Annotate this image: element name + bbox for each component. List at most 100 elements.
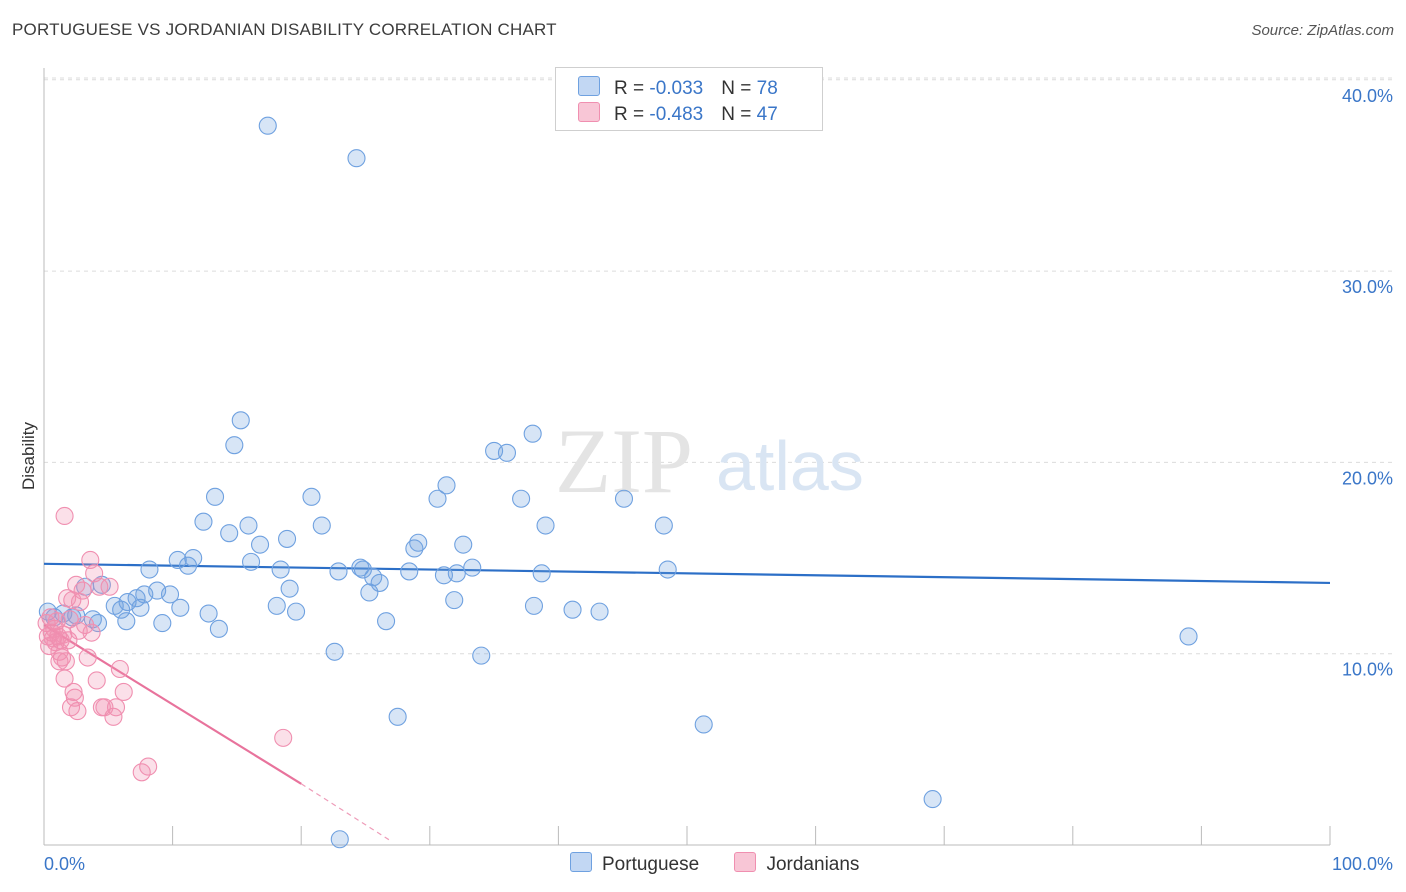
- portuguese-swatch: [570, 852, 592, 872]
- legend-item-jordanians: Jordanians: [734, 852, 859, 876]
- jordanians-point-29: [78, 648, 97, 667]
- portuguese-point-69: [532, 564, 551, 583]
- jordanians-swatch: [734, 852, 757, 872]
- portuguese-point-62: [463, 558, 482, 577]
- jordanians-point-32: [85, 564, 104, 583]
- jordanians-point-45: [274, 728, 293, 747]
- jordanians-point-26: [70, 592, 90, 612]
- portuguese-point-56: [428, 489, 447, 508]
- portuguese-point-37: [278, 529, 297, 548]
- portuguese-point-63: [472, 646, 491, 665]
- portuguese-point-47: [353, 560, 372, 579]
- jordanians-point-27: [73, 581, 92, 600]
- portuguese-point-76: [694, 715, 713, 734]
- y-tick-label-1: 20.0%: [1342, 468, 1393, 488]
- portuguese-trend-line: [43, 562, 1331, 585]
- jordanians-trend-extension: [300, 783, 392, 842]
- portuguese-point-29: [225, 436, 244, 455]
- data-points: [37, 116, 1198, 849]
- portuguese-point-72: [590, 602, 609, 621]
- portuguese-point-51: [377, 612, 396, 631]
- x-tick-label-1: 100.0%: [1332, 854, 1393, 874]
- portuguese-point-30: [231, 411, 250, 430]
- portuguese-point-67: [523, 424, 542, 443]
- portuguese-point-40: [302, 487, 321, 506]
- portuguese-point-42: [325, 642, 344, 661]
- portuguese-point-78: [1179, 627, 1198, 646]
- legend-row-portuguese: R = -0.033 N = 78: [578, 76, 778, 100]
- portuguese-point-31: [239, 516, 258, 535]
- portuguese-point-66: [512, 489, 531, 508]
- portuguese-point-73: [614, 489, 634, 508]
- jordanians-point-40: [110, 659, 129, 679]
- portuguese-point-41: [312, 516, 331, 535]
- portuguese-point-70: [536, 516, 555, 535]
- source-label: Source: ZipAtlas.com: [1251, 22, 1394, 39]
- trend-lines: [43, 562, 1331, 842]
- jordanians-point-30: [81, 550, 100, 570]
- x-tick-label-0: 0.0%: [44, 854, 85, 874]
- portuguese-point-61: [454, 535, 473, 554]
- legend-row-jordanians: R = -0.483 N = 47: [578, 102, 778, 126]
- portuguese-point-75: [658, 560, 677, 579]
- portuguese-point-60: [447, 564, 466, 583]
- y-axis-label: Disability: [19, 421, 38, 490]
- portuguese-point-52: [388, 707, 407, 726]
- portuguese-point-77: [923, 790, 942, 809]
- portuguese-point-28: [220, 524, 239, 543]
- jordanians-trend-line: [43, 624, 302, 785]
- portuguese-point-14: [131, 598, 150, 617]
- y-tick-label-3: 40.0%: [1342, 86, 1393, 106]
- watermark-zip: ZIP: [555, 410, 693, 512]
- portuguese-point-33: [250, 535, 270, 554]
- chart-title: PORTUGUESE VS JORDANIAN DISABILITY CORRE…: [12, 20, 557, 39]
- jordanians-point-46: [50, 652, 69, 671]
- portuguese-point-53: [400, 562, 419, 581]
- portuguese-point-27: [209, 619, 228, 638]
- jordanians-point-21: [64, 682, 83, 702]
- jordanians-point-43: [139, 757, 158, 776]
- jordanians-swatch: [578, 102, 600, 122]
- jordanians-point-41: [114, 682, 133, 702]
- portuguese-swatch: [578, 76, 600, 96]
- portuguese-point-19: [160, 585, 180, 604]
- portuguese-point-44: [330, 830, 349, 849]
- jordanians-point-22: [65, 688, 84, 707]
- x-tick-labels: 0.0% 100.0%: [44, 854, 1393, 874]
- portuguese-point-65: [497, 443, 517, 462]
- jordanians-point-39: [106, 698, 126, 717]
- portuguese-point-34: [258, 116, 277, 135]
- portuguese-point-24: [194, 512, 213, 531]
- stats-legend: R = -0.033 N = 78 R = -0.483 N = 47: [555, 67, 823, 131]
- axes: [43, 68, 1331, 846]
- jordanians-point-44: [55, 506, 74, 526]
- portuguese-point-39: [287, 602, 306, 621]
- y-tick-labels: 10.0% 20.0% 30.0% 40.0%: [1342, 86, 1393, 680]
- portuguese-point-26: [205, 487, 225, 506]
- jordanians-point-34: [90, 577, 109, 596]
- portuguese-point-25: [199, 604, 218, 623]
- portuguese-point-68: [524, 596, 544, 615]
- portuguese-point-10: [112, 600, 131, 619]
- series-legend: Portuguese Jordanians: [570, 852, 889, 876]
- portuguese-point-32: [241, 552, 261, 571]
- watermark: ZIP atlas: [555, 410, 864, 512]
- y-tick-label-2: 30.0%: [1342, 277, 1393, 297]
- portuguese-point-45: [347, 149, 366, 168]
- portuguese-point-18: [153, 614, 172, 633]
- portuguese-point-20: [168, 550, 187, 570]
- portuguese-point-36: [271, 560, 290, 579]
- portuguese-point-35: [267, 596, 286, 615]
- portuguese-point-59: [445, 591, 464, 610]
- portuguese-point-55: [409, 533, 428, 552]
- jordanians-point-31: [82, 623, 101, 642]
- portuguese-point-23: [184, 548, 203, 568]
- y-tick-label-0: 10.0%: [1342, 660, 1393, 680]
- jordanians-point-15: [56, 652, 75, 671]
- portuguese-point-43: [329, 562, 348, 581]
- portuguese-point-46: [351, 558, 370, 577]
- jordanians-point-28: [76, 615, 95, 635]
- portuguese-point-58: [437, 476, 456, 495]
- portuguese-point-50: [370, 573, 389, 592]
